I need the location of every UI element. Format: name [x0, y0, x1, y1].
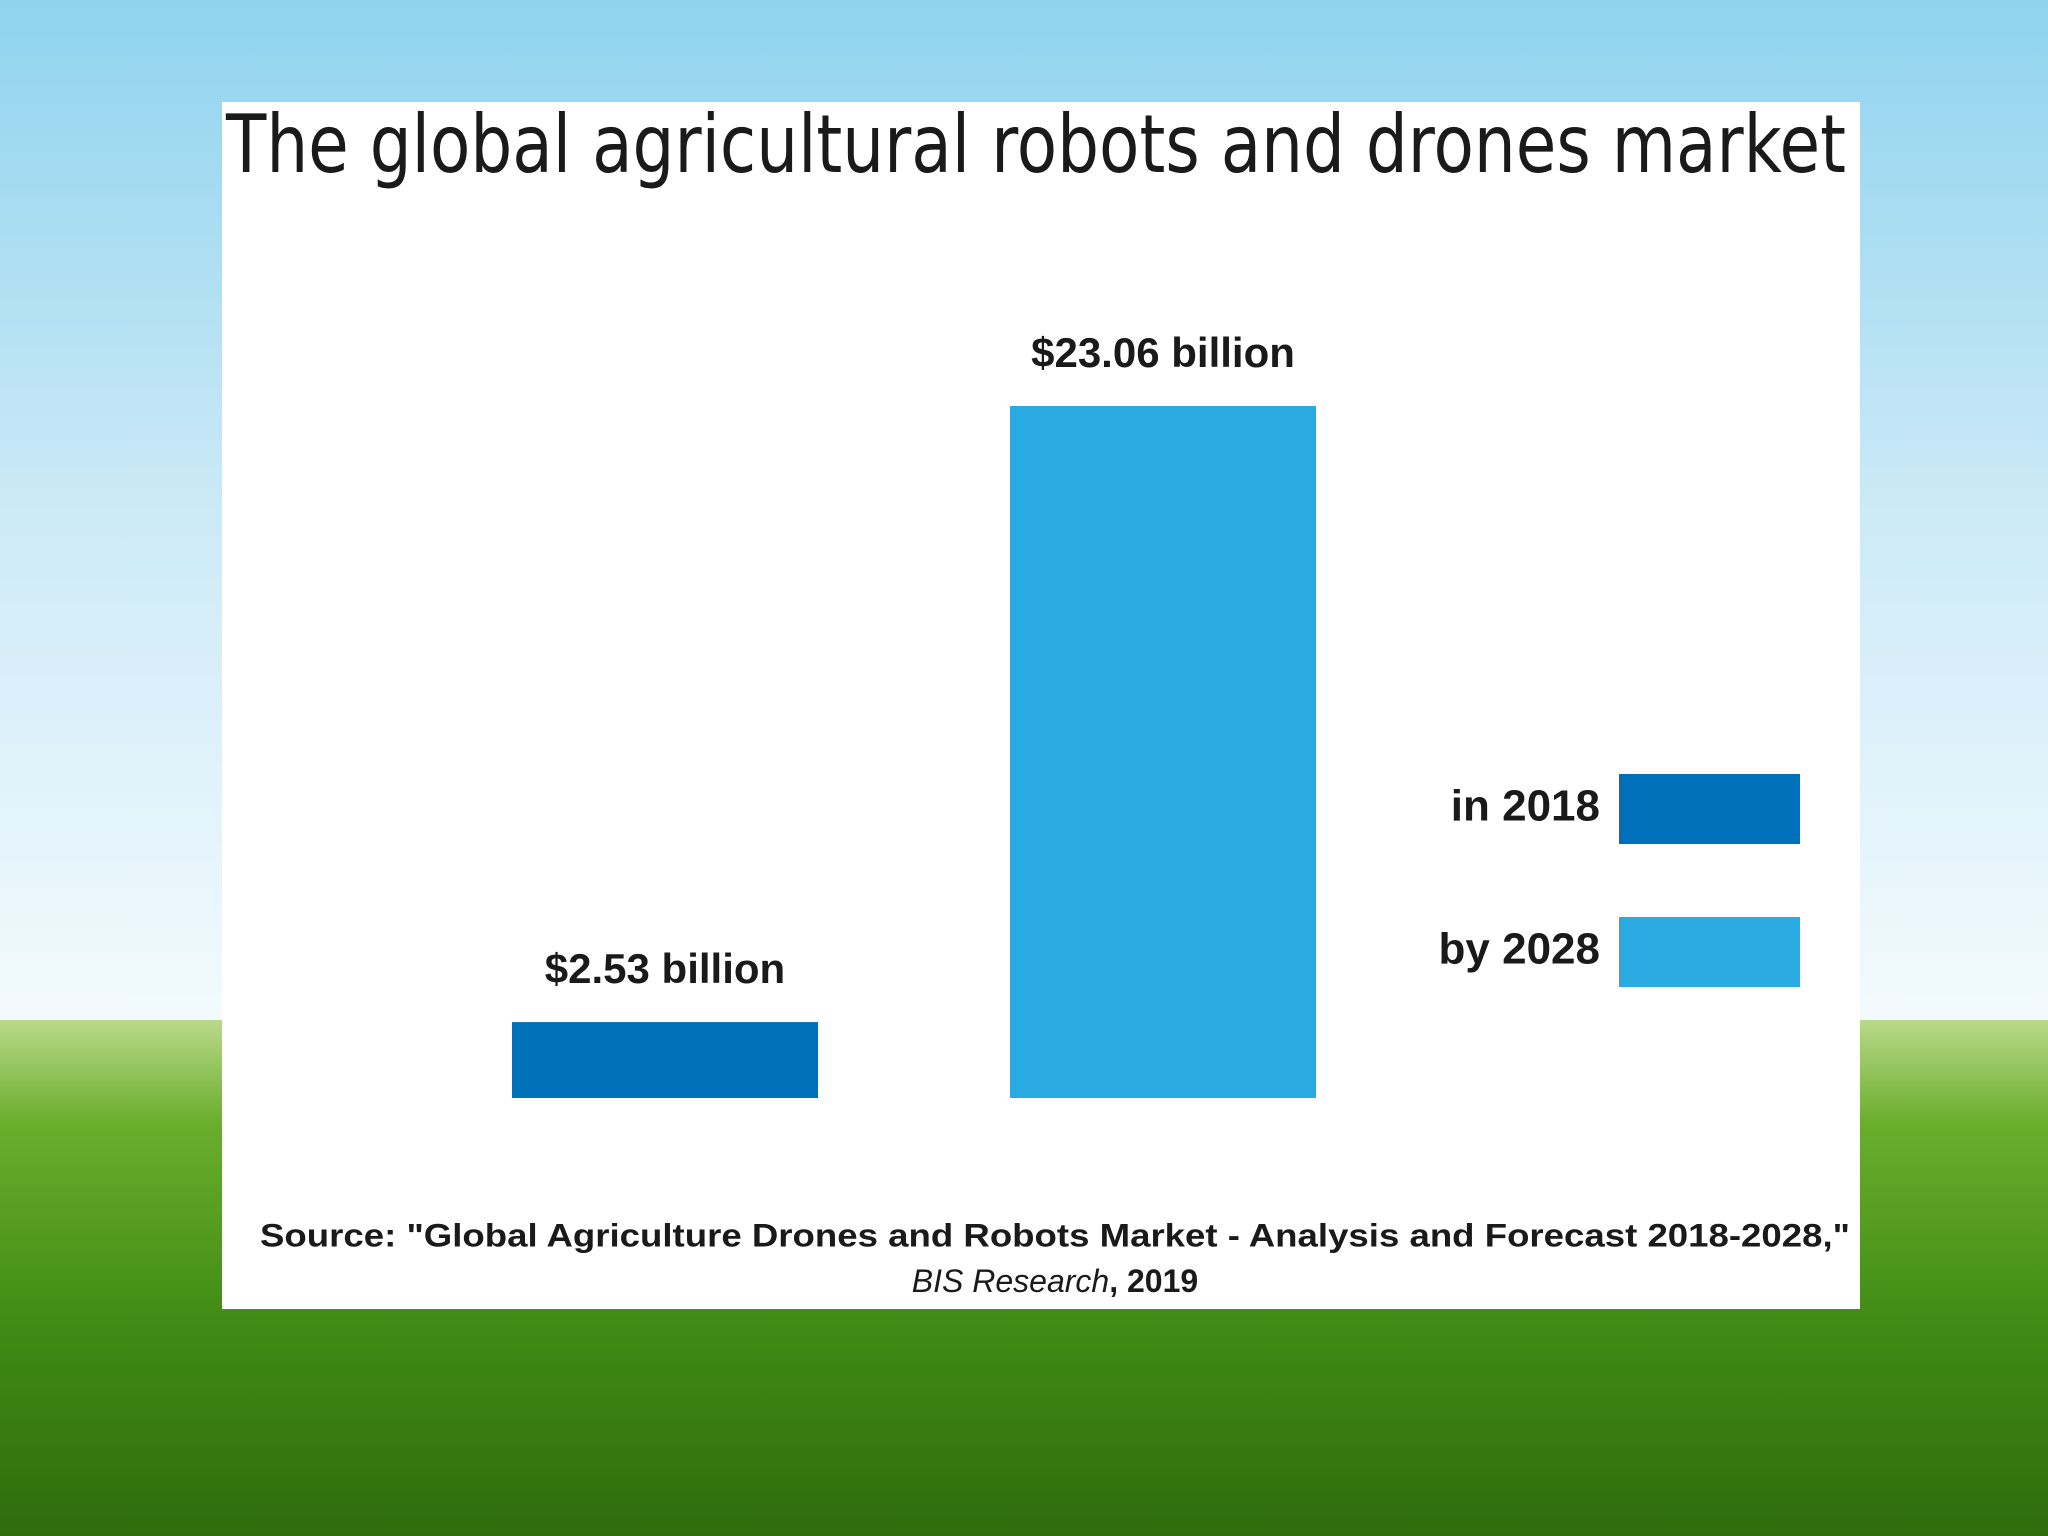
- source-year: , 2019: [1109, 1263, 1198, 1299]
- bar: [1010, 406, 1316, 1098]
- source-citation: BIS Research, 2019: [912, 1263, 1198, 1299]
- source-note: Source: "Global Agriculture Drones and R…: [260, 1217, 1850, 1253]
- chart-title: The global agricultural robots and drone…: [225, 98, 1846, 191]
- source-publisher: BIS Research: [912, 1263, 1109, 1299]
- legend-label: by 2028: [1439, 925, 1600, 974]
- legend-swatch: [1619, 917, 1800, 987]
- bar: [512, 1022, 818, 1098]
- value-label: $2.53 billion: [545, 945, 785, 992]
- value-label: $23.06 billion: [1031, 329, 1295, 376]
- legend-label: in 2018: [1451, 782, 1600, 831]
- legend-swatch: [1619, 774, 1800, 844]
